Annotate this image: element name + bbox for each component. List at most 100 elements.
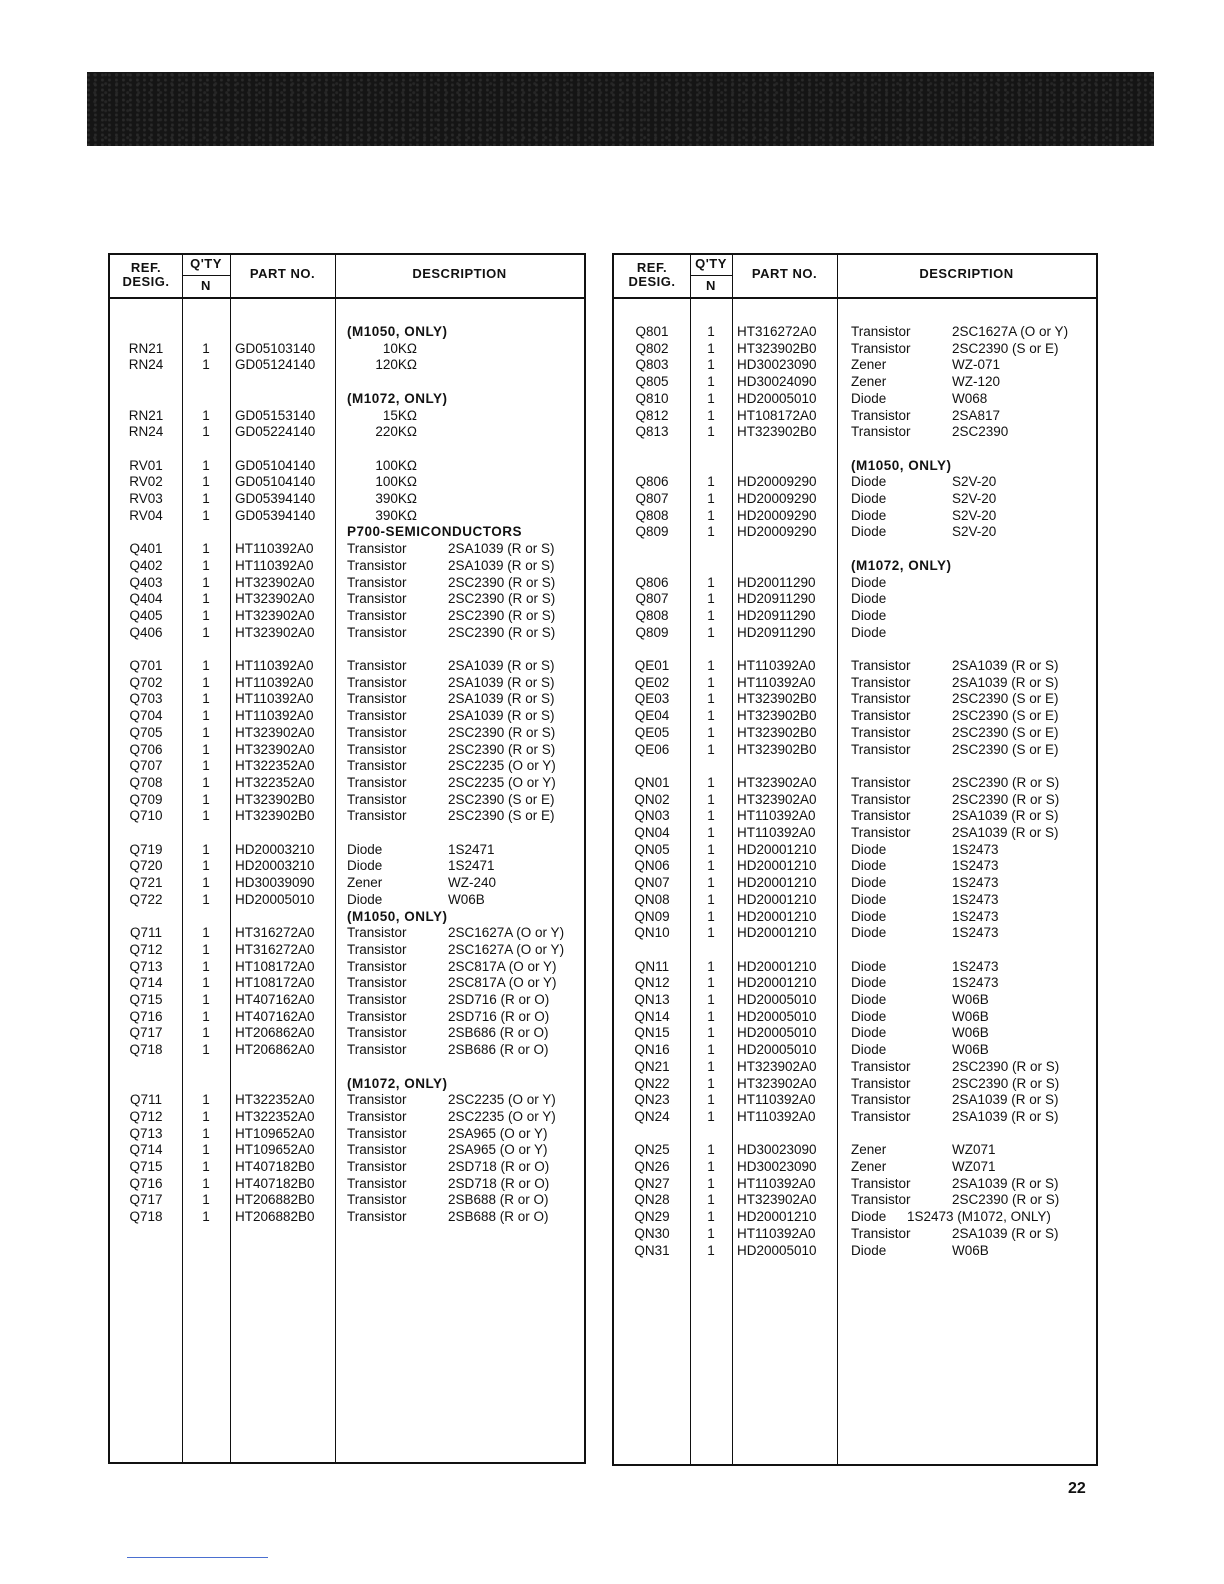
table-row: Q807 1 HD20009290 Diode S2V-20	[614, 491, 1096, 508]
table-row: QN27 1 HT110392A0 Transistor 2SA1039 (R or S…	[614, 1176, 1096, 1193]
table-row: QE03 1 HT323902B0 Transistor 2SC2390 (S or E…	[614, 691, 1096, 708]
component-type: Transistor	[347, 808, 407, 824]
ref-desig: Q716	[129, 1008, 163, 1024]
component-model: 2SA965 (O or Y)	[448, 1125, 548, 1141]
part-number: HT322352A0	[235, 1092, 315, 1108]
part-number: HT323902A0	[235, 624, 315, 640]
ref-desig: QN16	[634, 1042, 670, 1058]
header-n: N	[201, 278, 211, 293]
table-row: Q710 1 HT323902B0 Transistor 2SC2390 (S or E…	[110, 808, 584, 825]
table-row: Q712 1 HT316272A0 Transistor 2SC1627A (O or …	[110, 942, 584, 959]
divider-line	[127, 1557, 268, 1558]
ref-desig: QN29	[634, 1209, 670, 1225]
quantity: 1	[202, 875, 210, 891]
component-type: Transistor	[347, 975, 407, 991]
ref-desig: QN09	[634, 908, 670, 924]
ref-desig: Q715	[129, 1159, 163, 1174]
component-type: Diode	[851, 925, 887, 941]
component-type: Transistor	[347, 1159, 407, 1174]
quantity: 1	[707, 1008, 715, 1024]
quantity: 1	[707, 507, 715, 523]
part-number: HD30023090	[737, 357, 817, 373]
ref-desig: Q713	[129, 1125, 163, 1141]
part-number: HT407162A0	[235, 1008, 315, 1024]
component-model: 1S2473	[952, 841, 999, 857]
part-number: HD20001210	[737, 925, 817, 941]
quantity: 1	[707, 724, 715, 740]
table-row: QN16 1 HD20005010 Diode W06B	[614, 1042, 1096, 1059]
component-type: Transistor	[347, 674, 407, 690]
part-number: HT110392A0	[737, 1175, 816, 1191]
table-row: Q718 1 HT206882B0 Transistor 2SB688 (R or O)	[110, 1209, 584, 1226]
table-row: QN02 1 HT323902A0 Transistor 2SC2390 (R or S…	[614, 792, 1096, 809]
quantity: 1	[202, 958, 210, 974]
table-row: Q713 1 HT108172A0 Transistor 2SC817A (O or Y…	[110, 959, 584, 976]
quantity: 1	[202, 591, 210, 607]
parts-table-left: REF. DESIG. Q'TY N PART NO. DESCRIPTION (M1050…	[108, 253, 586, 1464]
component-type: Diode	[851, 624, 887, 640]
component-type: Transistor	[347, 791, 407, 807]
component-model: 1S2473	[952, 858, 999, 874]
component-type: Transistor	[347, 1108, 407, 1124]
component-model: 2SA1039 (R or S)	[952, 1108, 1059, 1124]
quantity: 1	[707, 390, 715, 406]
part-number: HT323902A0	[737, 1058, 817, 1074]
quantity: 1	[707, 674, 715, 690]
part-number: HD30023090	[737, 1159, 817, 1174]
quantity: 1	[707, 591, 715, 607]
table-row	[110, 441, 584, 458]
quantity: 1	[202, 507, 210, 523]
ref-desig: QN25	[634, 1142, 670, 1158]
table-row: Q404 1 HT323902A0 Transistor 2SC2390 (R or S…	[110, 591, 584, 608]
component-model: 2SC2390	[952, 424, 1009, 440]
table-row: QN05 1 HD20001210 Diode 1S2473	[614, 842, 1096, 859]
part-number: HT316272A0	[235, 941, 315, 957]
quantity: 1	[707, 374, 715, 390]
ref-desig: Q704	[129, 708, 163, 724]
part-number: HT323902B0	[737, 424, 817, 440]
component-type: Transistor	[347, 541, 407, 557]
quantity: 1	[707, 1042, 715, 1058]
component-type: Transistor	[851, 825, 911, 840]
quantity: 1	[707, 774, 715, 790]
component-model: 2SC2390 (S or E)	[448, 808, 555, 824]
table-row: (M1072, ONLY)	[110, 1076, 584, 1093]
quantity: 1	[202, 658, 210, 673]
component-model: 2SD716 (R or O)	[448, 1008, 550, 1024]
table-row: RV02 1 GD05104140 100KΩ	[110, 474, 584, 491]
part-number: HT323902A0	[737, 1075, 817, 1091]
ref-desig: RV01	[129, 457, 163, 473]
table-row: Q812 1 HT108172A0 Transistor 2SA817	[614, 408, 1096, 425]
component-type: Diode	[851, 524, 887, 540]
component-model: W06B	[952, 1008, 989, 1024]
component-type: Zener	[347, 875, 383, 891]
ref-desig: QE03	[634, 691, 670, 707]
part-number: HT206882B0	[235, 1192, 315, 1208]
quantity: 1	[202, 1159, 210, 1174]
ref-desig: QN26	[634, 1159, 670, 1174]
component-type: Transistor	[851, 791, 911, 807]
part-number: HT110392A0	[737, 1108, 816, 1124]
component-type: Transistor	[347, 724, 407, 740]
ref-desig: QE02	[634, 674, 670, 690]
table-row: QN29 1 HD20001210 Diode 1S2473 (M1072, ONLY)	[614, 1209, 1096, 1226]
component-type: Transistor	[851, 774, 911, 790]
component-model: 2SC2390 (R or S)	[448, 741, 556, 757]
quantity: 1	[707, 340, 715, 356]
table-row: Q802 1 HT323902B0 Transistor 2SC2390 (S or E…	[614, 341, 1096, 358]
ref-desig: RN24	[128, 424, 164, 440]
component-model: WZ-240	[448, 875, 497, 891]
table-row: QN14 1 HD20005010 Diode W06B	[614, 1009, 1096, 1026]
component-type: Transistor	[851, 724, 911, 740]
table-row: QN12 1 HD20001210 Diode 1S2473	[614, 975, 1096, 992]
part-number: HT206862A0	[235, 1025, 315, 1041]
ref-desig: Q708	[129, 774, 163, 790]
ref-desig: Q813	[635, 424, 669, 440]
table-row: RN24 1 GD05124140 120KΩ	[110, 357, 584, 374]
component-type: Diode	[851, 891, 887, 907]
quantity: 1	[707, 875, 715, 891]
quantity: 1	[707, 891, 715, 907]
table-row: Q701 1 HT110392A0 Transistor 2SA1039 (R or S…	[110, 658, 584, 675]
table-row: P700-SEMICONDUCTORS	[110, 524, 584, 541]
column-divider	[837, 255, 838, 1464]
